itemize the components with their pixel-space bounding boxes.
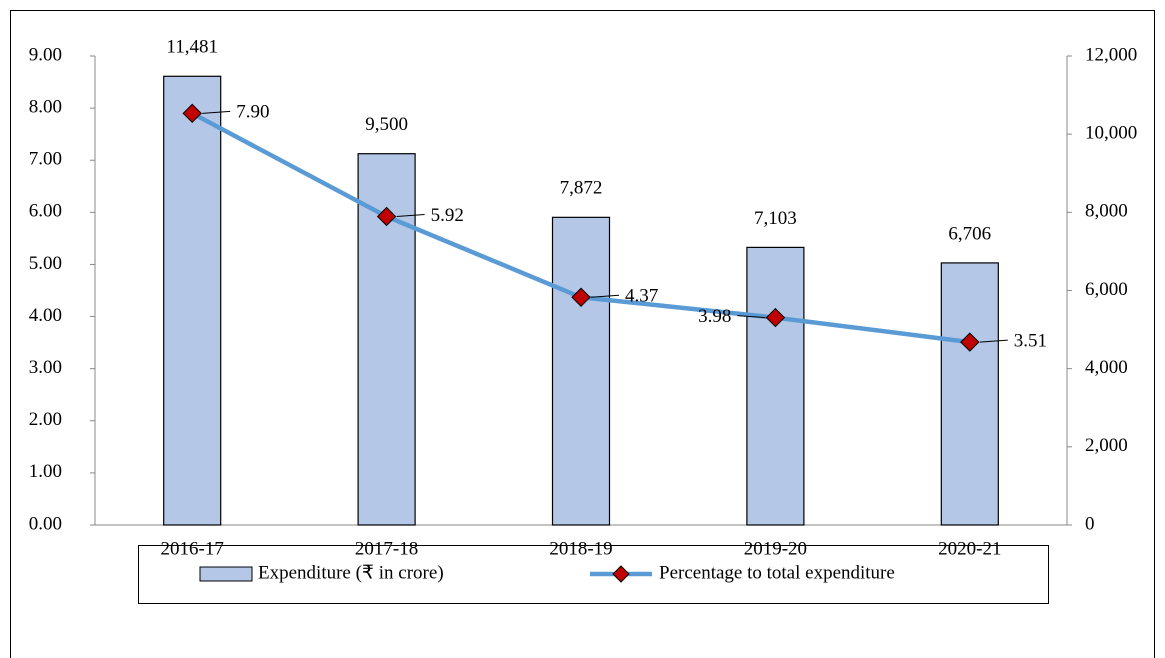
legend-swatch <box>199 566 253 582</box>
line-value-label: 5.92 <box>431 205 464 226</box>
bar <box>746 246 805 526</box>
line-marker <box>376 206 397 227</box>
x-tick-label: 2018-19 <box>549 538 612 559</box>
line-value-label: 3.98 <box>698 306 731 327</box>
y-tick-label: 5.00 <box>29 253 62 274</box>
line-marker <box>571 287 591 307</box>
bar-value-label: 7,872 <box>560 178 603 199</box>
line-value-label: 7.90 <box>236 102 269 123</box>
y2-tick-label: 10,000 <box>1085 123 1137 144</box>
y-tick-label: 8.00 <box>29 96 62 117</box>
line-marker <box>765 307 786 328</box>
bar <box>163 75 222 526</box>
y2-tick-label: 2,000 <box>1085 435 1128 456</box>
leader-line <box>396 214 425 218</box>
x-tick-label: 2017-18 <box>355 538 418 559</box>
x-tick-label: 2020-21 <box>938 538 1001 559</box>
legend-marker <box>612 565 630 583</box>
line-marker <box>182 103 202 124</box>
y-tick-label: 7.00 <box>29 149 62 170</box>
bar-value-label: 6,706 <box>948 223 991 244</box>
y-tick-label: 6.00 <box>29 201 62 222</box>
leader-line <box>737 315 766 319</box>
line-value-label: 3.51 <box>1014 330 1047 351</box>
x-tick-label: 2019-20 <box>744 538 807 559</box>
leader-line <box>590 294 620 298</box>
leader-line <box>202 110 231 114</box>
bar-value-label: 7,103 <box>754 208 797 229</box>
bar-value-label: 9,500 <box>365 114 408 135</box>
y2-tick-label: 8,000 <box>1085 201 1128 222</box>
line-marker <box>960 332 980 352</box>
y-tick-label: 9.00 <box>29 44 62 65</box>
y-tick-label: 1.00 <box>29 461 62 482</box>
x-tick-label: 2016-17 <box>161 538 224 559</box>
y2-tick-label: 12,000 <box>1085 44 1137 65</box>
bar-value-label: 11,481 <box>166 37 218 58</box>
y2-tick-label: 6,000 <box>1085 279 1128 300</box>
y2-tick-label: 0 <box>1085 513 1095 534</box>
y-tick-label: 3.00 <box>29 357 62 378</box>
bar <box>551 216 611 526</box>
legend-box <box>138 545 1049 604</box>
y-tick-label: 2.00 <box>29 409 62 430</box>
y2-tick-label: 4,000 <box>1085 357 1128 378</box>
chart-border <box>10 10 1155 658</box>
y-tick-label: 4.00 <box>29 305 62 326</box>
legend-label: Percentage to total expenditure <box>659 562 895 583</box>
line-value-label: 4.37 <box>625 286 658 307</box>
leader-line <box>979 339 1008 343</box>
bar <box>940 262 999 526</box>
y-tick-label: 0.00 <box>29 513 62 534</box>
legend-label: Expenditure (₹ in crore) <box>258 562 444 583</box>
